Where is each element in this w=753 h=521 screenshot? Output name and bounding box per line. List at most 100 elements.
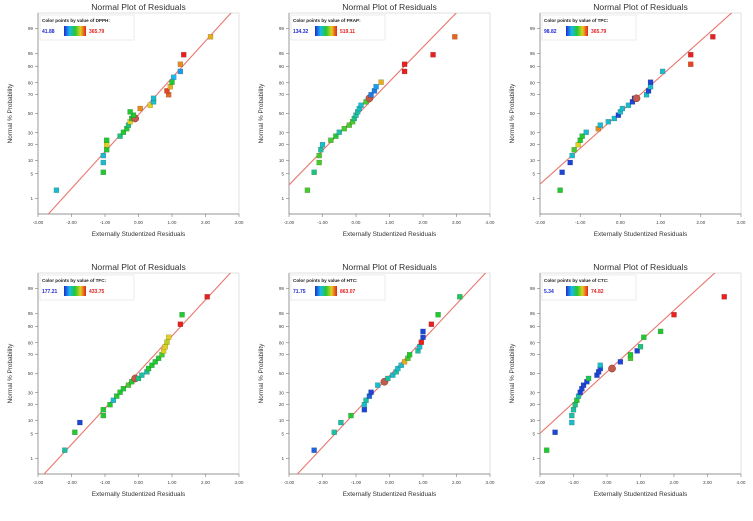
y-tick-label: 10 — [28, 418, 34, 423]
fit-line — [43, 273, 232, 474]
data-point — [580, 382, 587, 388]
data-point — [641, 334, 647, 340]
data-point — [77, 419, 83, 426]
data-point — [373, 84, 379, 90]
data-point — [401, 61, 408, 67]
y-tick-label: 95 — [530, 51, 536, 56]
data-point — [401, 68, 408, 75]
y-tick-label: 50 — [530, 371, 536, 376]
legend-max-value: 519.11 — [340, 29, 355, 35]
data-point — [130, 112, 137, 118]
x-tick-label: 1.00 — [385, 220, 394, 225]
y-tick-label: 10 — [279, 158, 285, 163]
x-axis-label: Externally Studentized Residuals — [92, 491, 185, 498]
x-tick-label: 1.00 — [168, 480, 177, 485]
x-tick-label: 0.00 — [134, 220, 143, 225]
data-point — [62, 447, 68, 453]
y-tick-label: 95 — [28, 311, 34, 316]
y-tick-label: 1 — [532, 456, 535, 461]
y-tick-label: 70 — [530, 352, 536, 357]
y-tick-label: 30 — [279, 390, 285, 395]
data-point — [117, 133, 123, 139]
plot-area — [539, 12, 742, 215]
y-tick-label: 90 — [28, 64, 34, 69]
data-point — [316, 152, 322, 159]
residual-panel-3: Normal Plot of Residuals -2.00 -1.00 0.00 1.… — [509, 2, 746, 238]
legend-min-value: 41.88 — [42, 29, 55, 35]
data-point — [647, 79, 654, 85]
legend-title: Color points by value of DPPH: — [42, 18, 110, 23]
x-tick-label: -1.00 — [351, 480, 362, 485]
data-point — [171, 74, 177, 80]
x-tick-label: -1.00 — [575, 220, 586, 225]
y-axis-label: Normal % Probability — [7, 83, 14, 143]
data-point — [316, 159, 322, 166]
fit-line — [540, 273, 716, 435]
x-tick-label: 0.00 — [352, 220, 361, 225]
highlighted-point — [608, 364, 616, 373]
y-tick-label: 30 — [28, 130, 34, 135]
legend-gradient-bar — [315, 26, 337, 36]
x-tick-label: 3.00 — [486, 480, 495, 485]
data-point — [110, 397, 117, 403]
y-tick-label: 90 — [279, 64, 285, 69]
data-point — [177, 61, 184, 67]
data-point — [401, 359, 408, 365]
legend-max-value: 365.79 — [591, 29, 607, 35]
legend-min-value: 177.21 — [42, 289, 58, 295]
x-tick-label: 0.00 — [385, 480, 394, 485]
data-point — [435, 312, 441, 318]
x-axis-label: Externally Studentized Residuals — [343, 231, 436, 238]
legend-title: Color points by value of HTC: — [293, 278, 358, 283]
color-legend: Color points by value of CTC: 5.34 74.82 — [541, 274, 637, 301]
data-point — [204, 294, 210, 300]
data-point — [331, 429, 337, 435]
data-point — [167, 84, 173, 90]
x-tick-label: -3.00 — [33, 480, 44, 485]
data-point — [571, 147, 577, 153]
data-point — [328, 137, 334, 143]
x-tick-label: 2.00 — [452, 480, 461, 485]
x-tick-label: -2.00 — [535, 220, 546, 225]
data-point — [177, 321, 184, 327]
y-tick-label: 1 — [281, 456, 284, 461]
y-tick-label: 30 — [530, 390, 536, 395]
residual-panel-6: Normal Plot of Residuals -2.00 -1.00 0.00 1.… — [509, 262, 746, 498]
data-point — [395, 365, 401, 372]
residual-panel-2: Normal Plot of Residuals -2.00 -1.00 0.00 1.… — [258, 2, 495, 238]
data-point — [358, 102, 364, 108]
y-tick-label: 50 — [28, 371, 34, 376]
data-point — [164, 339, 170, 345]
legend-title: Color points by value of FRAP: — [293, 18, 361, 23]
legend-box — [541, 14, 637, 41]
legend-box — [541, 274, 637, 301]
data-point — [100, 169, 106, 175]
x-tick-label: 4.00 — [486, 220, 495, 225]
data-point — [569, 412, 575, 419]
color-legend: Color points by value of HTC: 71.75 863.07 — [290, 274, 386, 301]
y-tick-label: 99 — [28, 26, 34, 31]
data-point — [149, 362, 155, 368]
data-point — [162, 344, 168, 350]
data-point — [605, 119, 612, 125]
x-axis-label: Externally Studentized Residuals — [343, 491, 436, 498]
data-point — [348, 412, 354, 419]
data-point — [597, 362, 603, 368]
y-tick-label: 95 — [279, 311, 285, 316]
y-tick-label: 95 — [28, 51, 34, 56]
y-tick-label: 99 — [279, 286, 285, 291]
y-tick-label: 70 — [28, 352, 34, 357]
data-point — [100, 412, 106, 419]
data-point — [637, 344, 644, 350]
legend-max-value: 365.79 — [89, 29, 105, 35]
y-tick-label: 80 — [530, 80, 536, 85]
data-point — [120, 386, 127, 392]
y-tick-label: 90 — [279, 324, 285, 329]
x-tick-label: 1.00 — [168, 220, 177, 225]
y-tick-label: 99 — [279, 26, 285, 31]
y-tick-label: 70 — [28, 92, 34, 97]
data-point — [611, 115, 618, 122]
y-axis-label: Normal % Probability — [509, 343, 516, 403]
color-legend: Color points by value of TPC: 98.82 365.79 — [541, 14, 637, 41]
x-tick-label: -1.00 — [100, 220, 111, 225]
